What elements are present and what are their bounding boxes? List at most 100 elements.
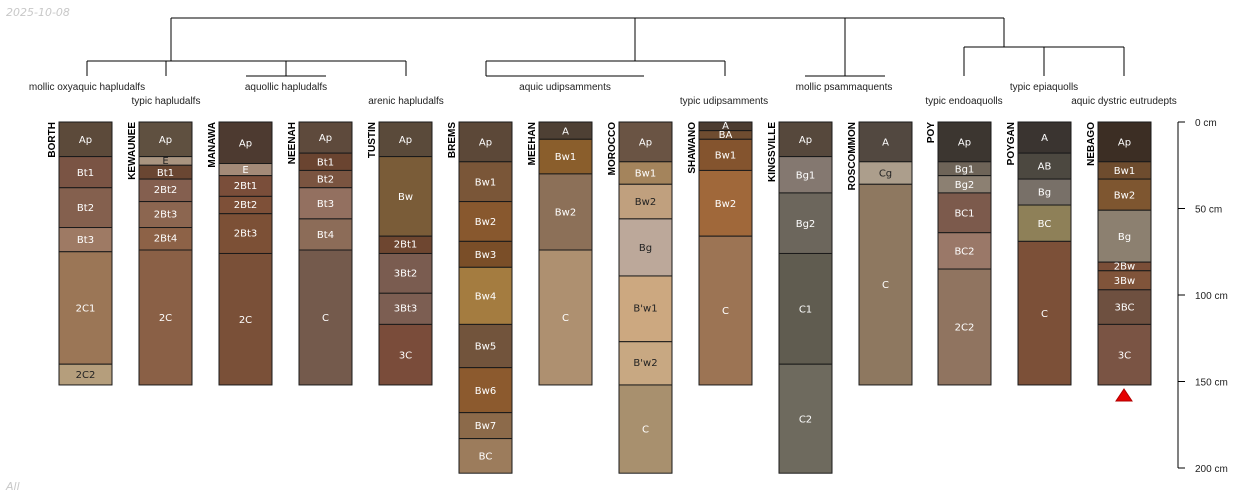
horizon-label: Bt2 <box>317 175 334 186</box>
horizon-label: A <box>882 137 889 148</box>
horizon-label: 3Bt2 <box>394 268 418 279</box>
horizon-label: Bw1 <box>475 177 496 188</box>
horizon-label: A <box>722 121 729 132</box>
horizon-label: A <box>1041 133 1048 144</box>
horizon-borth-2c2 <box>58 363 113 386</box>
horizon-label: BC <box>1038 219 1052 230</box>
horizon-label: Bw4 <box>475 291 496 302</box>
profile-name: SHAWANO <box>687 122 698 174</box>
horizon-label: Bw1 <box>1114 166 1135 177</box>
horizon-tustin-3bt2 <box>378 252 433 294</box>
horizon-label: Ap <box>399 135 412 146</box>
horizon-nebago-3bc <box>1097 289 1152 325</box>
horizon-label: C <box>882 280 889 291</box>
horizon-label: 2C <box>159 313 172 324</box>
horizon-label: Cg <box>879 169 892 180</box>
profile-roscommon: A Cg C ROSCOMMON <box>847 121 913 386</box>
horizon-shawano-c <box>698 235 753 386</box>
horizon-label: 2Bt1 <box>234 181 258 192</box>
horizon-label: Bw3 <box>475 250 496 261</box>
horizon-kingsville-ap <box>778 121 833 158</box>
horizon-label: Ap <box>239 138 252 149</box>
profile-name: MEEHAN <box>527 122 538 165</box>
horizon-morocco-bg <box>618 218 673 277</box>
profile-name: KEWAUNEE <box>127 122 138 180</box>
horizon-brems-bw4 <box>458 266 513 325</box>
horizon-manawa-2bt3 <box>218 213 273 254</box>
horizon-label: Bw <box>398 192 413 203</box>
profile-shawano: ABA Bw1 Bw2 C SHAWANO <box>687 121 753 386</box>
horizon-brems-bw6 <box>458 367 513 414</box>
subgroup-label: aquollic hapludalfs <box>245 82 327 93</box>
horizon-label: Bt3 <box>77 235 94 246</box>
depth-tick-label: 200 cm <box>1195 464 1228 475</box>
horizon-label: Ap <box>958 137 971 148</box>
profile-name: ROSCOMMON <box>847 122 858 190</box>
horizon-label: Bw2 <box>635 197 656 208</box>
horizon-label: BC2 <box>954 246 974 257</box>
horizon-borth-ap <box>58 121 113 158</box>
horizon-label: Ap <box>319 133 332 144</box>
horizon-kingsville-bg1 <box>778 156 833 194</box>
horizon-poygan-c <box>1017 240 1072 386</box>
horizon-poy-ap <box>937 121 992 163</box>
horizon-nebago-3c <box>1097 323 1152 386</box>
horizon-borth-bt2 <box>58 187 113 229</box>
depth-tick-label: 0 cm <box>1195 118 1217 129</box>
subgroup-label: arenic hapludalfs <box>368 96 444 107</box>
profile-name: BORTH <box>47 122 58 158</box>
horizon-tustin-3c <box>378 323 433 386</box>
horizon-label: BC <box>479 451 493 462</box>
profile-poygan: A AB Bg BC C POYGAN <box>1006 121 1072 386</box>
horizon-label: 2Bt3 <box>154 209 178 220</box>
horizon-label: Bw7 <box>475 421 496 432</box>
subgroup-label: aquic dystric eutrudepts <box>1071 96 1177 107</box>
subgroup-label: typic epiaquolls <box>1010 82 1078 93</box>
horizon-label: Ap <box>1118 137 1131 148</box>
horizon-brems-bw1 <box>458 161 513 203</box>
profile-poy: Ap Bg1 Bg2 BC1 BC2 2C2 POY <box>926 121 992 386</box>
profile-nebago: Ap Bw1 Bw2 Bg 2Bw 3Bw 3BC 3C NEBAGO <box>1086 121 1152 386</box>
horizon-label: Bt1 <box>77 168 94 179</box>
horizon-label: BC1 <box>954 208 974 219</box>
horizon-label: Ap <box>159 135 172 146</box>
horizon-label: Bw2 <box>1114 190 1135 201</box>
horizon-label: Bg <box>639 243 652 254</box>
horizon-label: C <box>322 313 329 324</box>
horizon-manawa-ap <box>218 121 273 165</box>
horizon-brems-bw2 <box>458 201 513 242</box>
horizon-morocco-ap <box>618 121 673 163</box>
horizon-neenah-bt4 <box>298 218 353 251</box>
horizon-meehan-c <box>538 249 593 386</box>
horizon-kingsville-c2 <box>778 363 833 474</box>
horizon-tustin-ap <box>378 121 433 158</box>
profile-name: POYGAN <box>1006 122 1017 165</box>
profile-name: KINGSVILLE <box>767 122 778 182</box>
horizon-label: E <box>162 156 168 167</box>
horizon-morocco-bw1 <box>618 275 673 343</box>
horizon-label: Bw1 <box>555 152 576 163</box>
horizon-label: E <box>242 165 248 176</box>
horizon-poygan-bg <box>1017 178 1072 206</box>
horizon-neenah-c <box>298 249 353 386</box>
profile-name: TUSTIN <box>367 122 378 158</box>
horizon-label: Bw2 <box>555 208 576 219</box>
horizon-label: C <box>642 425 649 436</box>
horizon-label: Bw2 <box>715 199 736 210</box>
horizon-brems-bc <box>458 438 513 474</box>
horizon-label: Ap <box>79 135 92 146</box>
horizon-label: Ap <box>639 137 652 148</box>
horizon-label: C1 <box>799 304 812 315</box>
horizon-kingsville-c1 <box>778 252 833 365</box>
horizon-manawa-2c <box>218 252 273 386</box>
horizon-label: 2Bt2 <box>234 200 258 211</box>
horizon-tustin-bw <box>378 156 433 237</box>
horizon-label: Bt2 <box>77 203 94 214</box>
horizon-label: Ap <box>799 135 812 146</box>
horizon-nebago-bw2 <box>1097 178 1152 211</box>
horizon-roscommon-c <box>858 183 913 386</box>
horizon-poy-2c2 <box>937 268 992 386</box>
horizon-brems-bw5 <box>458 323 513 369</box>
horizon-shawano-bw2 <box>698 169 753 237</box>
